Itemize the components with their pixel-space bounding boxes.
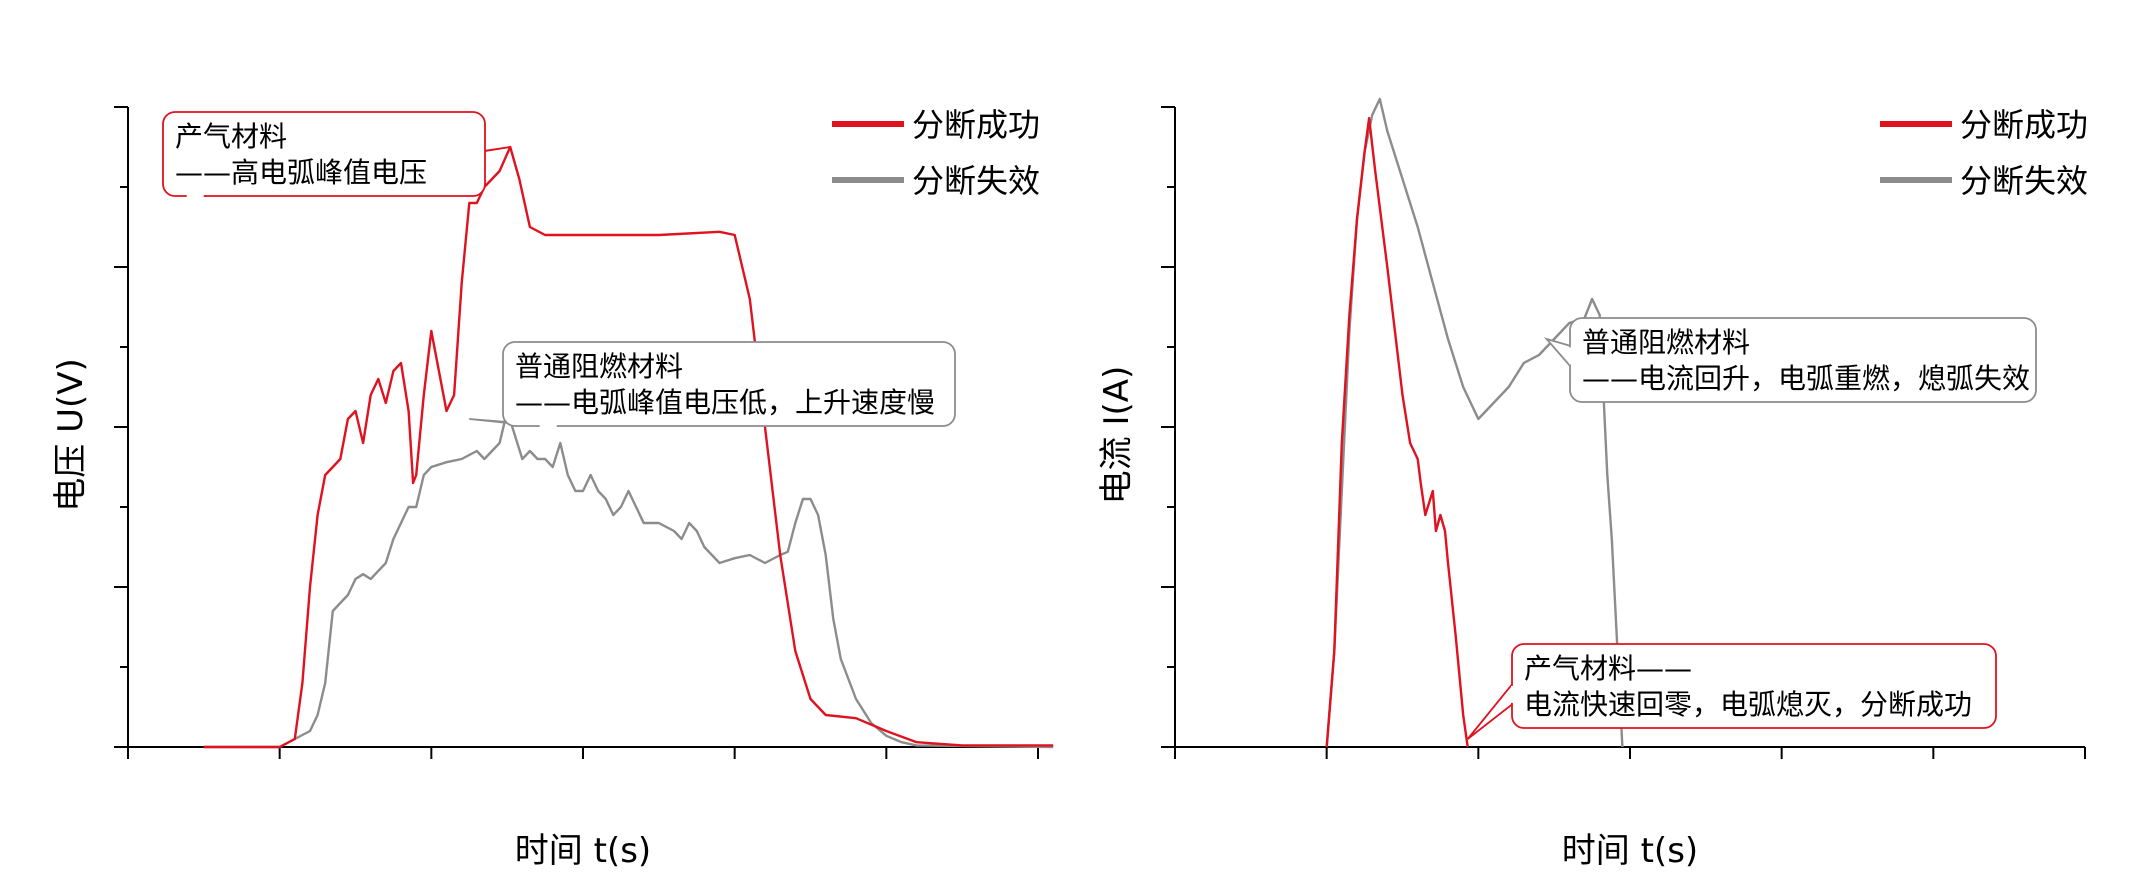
annotation-seam [186,195,204,198]
annotation-text: 产气材料 [175,120,287,153]
voltage-legend-label: 分断成功 [912,106,1040,144]
annotation-seam [1511,685,1514,703]
annotation-text: ——电流回升，电弧重燃，熄弧失效 [1582,362,2030,395]
current-chart: 时间 t(s) 电流 I(A) 分断成功分断失效普通阻燃材料——电流回升，电弧重燃，… [1097,97,2088,871]
voltage-y-axis-label: 电压 U(V) [51,358,91,511]
current-x-axis-label: 时间 t(s) [1562,831,1698,871]
annotation-seam [1569,347,1572,365]
current-legend-label: 分断成功 [1960,106,2088,144]
annotation-text: 电流快速回零，电弧熄灭，分断成功 [1524,688,1972,721]
voltage-x-axis-label: 时间 t(s) [515,831,651,871]
annotation-text: ——高电弧峰值电压 [175,156,427,189]
voltage-legend-label: 分断失效 [912,162,1040,200]
current-legend-label: 分断失效 [1960,162,2088,200]
annotation-text: 产气材料—— [1524,652,1692,685]
current-series-line-success [1325,117,1469,748]
annotation-seam [539,425,557,428]
voltage-series-line-success [203,145,1054,749]
voltage-series-line-failure [203,409,1054,749]
annotation-box [502,341,956,427]
annotation-text: ——电弧峰值电压低，上升速度慢 [515,386,935,419]
annotation-text: 普通阻燃材料 [1582,326,1750,359]
annotation-text: 普通阻燃材料 [515,350,683,383]
annotation-box [162,111,486,197]
current-y-axis-label: 电流 I(A) [1097,366,1137,505]
